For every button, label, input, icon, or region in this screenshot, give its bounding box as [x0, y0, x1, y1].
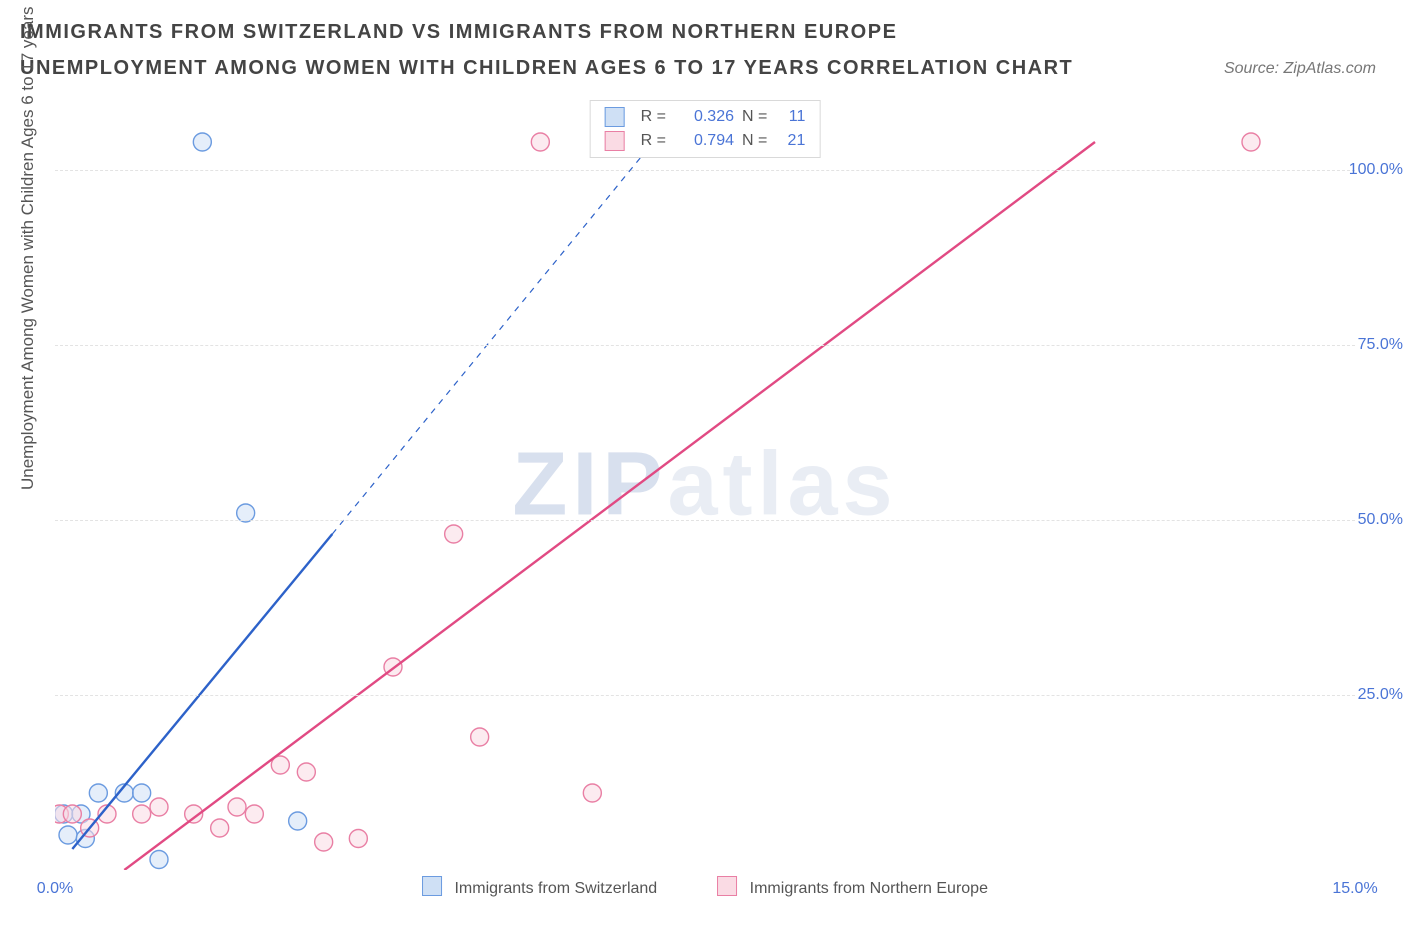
n-value-switzerland: 11	[775, 108, 805, 126]
y-tick-label: 25.0%	[1358, 686, 1403, 704]
plot-area: ZIPatlas R = 0.326 N = 11 R = 0.794 N = …	[55, 100, 1355, 870]
y-tick-label: 100.0%	[1349, 161, 1403, 179]
gridline	[55, 345, 1355, 346]
legend-item-northern-europe: Immigrants from Northern Europe	[717, 876, 988, 898]
x-tick-label: 15.0%	[1332, 880, 1377, 898]
bottom-legend: Immigrants from Switzerland Immigrants f…	[422, 876, 988, 898]
r-value-switzerland: 0.326	[674, 108, 734, 126]
legend-item-switzerland: Immigrants from Switzerland	[422, 876, 657, 898]
swatch-switzerland-icon	[422, 876, 442, 896]
n-label: N =	[742, 108, 767, 126]
r-label: R =	[641, 108, 666, 126]
y-tick-label: 75.0%	[1358, 336, 1403, 354]
r-label: R =	[641, 132, 666, 150]
r-value-northern-europe: 0.794	[674, 132, 734, 150]
swatch-northern-europe-icon	[717, 876, 737, 896]
svg-layer	[55, 100, 1355, 870]
gridline	[55, 520, 1355, 521]
n-value-northern-europe: 21	[775, 132, 805, 150]
swatch-northern-europe-icon	[605, 131, 625, 151]
source-credit: Source: ZipAtlas.com	[1224, 60, 1376, 78]
chart-title: IMMIGRANTS FROM SWITZERLAND VS IMMIGRANT…	[20, 14, 1080, 86]
n-label: N =	[742, 132, 767, 150]
chart-container: IMMIGRANTS FROM SWITZERLAND VS IMMIGRANT…	[0, 0, 1406, 930]
correlation-legend: R = 0.326 N = 11 R = 0.794 N = 21	[590, 100, 821, 158]
legend-label: Immigrants from Switzerland	[454, 880, 657, 897]
gridline	[55, 170, 1355, 171]
y-tick-label: 50.0%	[1358, 511, 1403, 529]
gridline	[55, 695, 1355, 696]
correlation-row-northern-europe: R = 0.794 N = 21	[605, 131, 806, 151]
legend-label: Immigrants from Northern Europe	[750, 880, 988, 897]
x-tick-label: 0.0%	[37, 880, 73, 898]
y-axis-label: Unemployment Among Women with Children A…	[18, 7, 38, 491]
swatch-switzerland-icon	[605, 107, 625, 127]
correlation-row-switzerland: R = 0.326 N = 11	[605, 107, 806, 127]
